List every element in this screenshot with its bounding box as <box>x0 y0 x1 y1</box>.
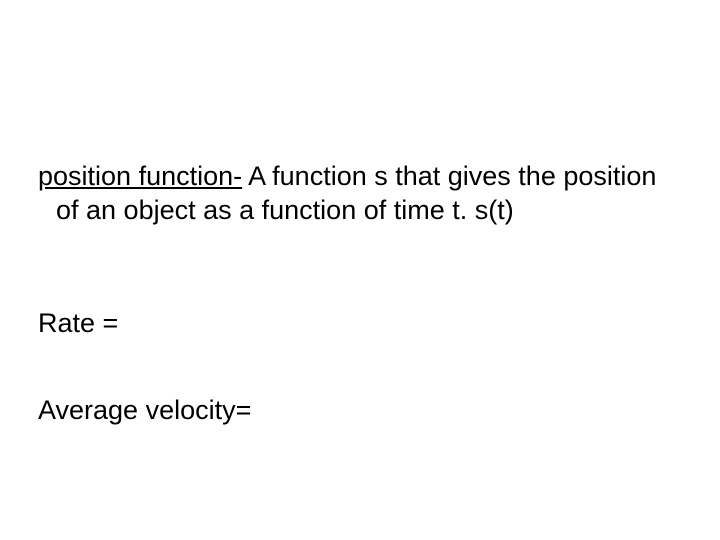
definition-paragraph: position function- A function s that giv… <box>38 160 676 228</box>
rate-line: Rate = <box>38 307 118 341</box>
average-velocity-line: Average velocity= <box>38 394 251 428</box>
definition-term: position function- <box>38 161 242 191</box>
slide: position function- A function s that giv… <box>0 0 720 540</box>
